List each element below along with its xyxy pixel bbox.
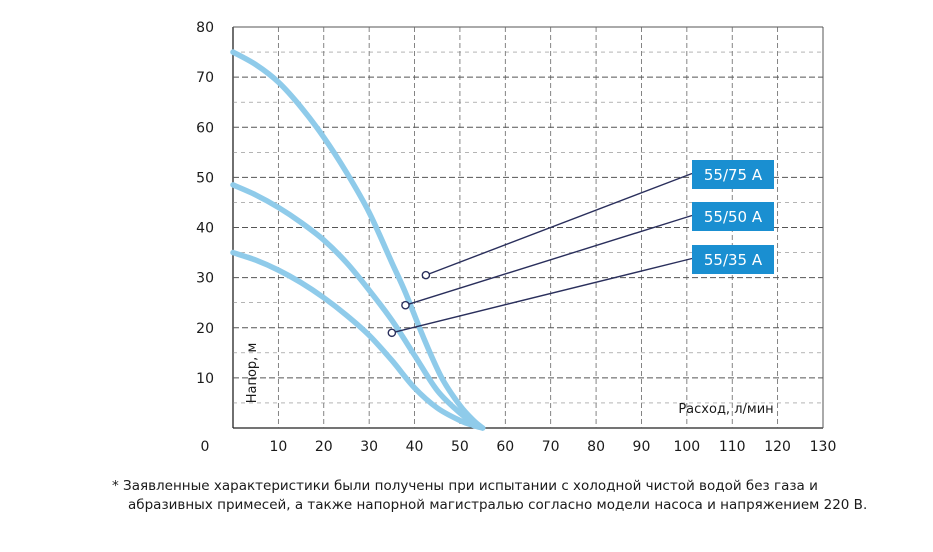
x-tick-label: 40 xyxy=(406,439,424,455)
series-marker xyxy=(421,270,431,280)
leader-line xyxy=(405,214,693,306)
x-tick-label: 20 xyxy=(315,439,333,455)
x-tick-label: 0 xyxy=(201,439,210,455)
y-tick-label: 40 xyxy=(196,221,214,237)
x-tick-label: 100 xyxy=(673,439,700,455)
footnote-line-1: * Заявленные характеристики были получен… xyxy=(112,478,818,494)
footnote: * Заявленные характеристики были получен… xyxy=(112,477,912,515)
x-axis-label: Расход, л/мин xyxy=(678,402,773,417)
chart-markers xyxy=(387,270,431,338)
legend-badge xyxy=(692,245,774,274)
legend-badge xyxy=(692,202,774,231)
chart-legend-badges: 55/75 A 55/50 A 55/35 A xyxy=(692,160,774,274)
x-tick-label: 30 xyxy=(360,439,378,455)
x-tick-label: 130 xyxy=(810,439,837,455)
legend-badge xyxy=(692,160,774,189)
x-tick-label: 50 xyxy=(451,439,469,455)
y-axis-label: Напор, м xyxy=(245,343,260,404)
chart-curves xyxy=(230,49,486,431)
x-tick-label: 120 xyxy=(764,439,791,455)
legend-badge-label: 55/75 A xyxy=(704,166,763,184)
y-tick-label: 50 xyxy=(196,170,214,186)
series-curve xyxy=(230,49,486,431)
y-tick-label: 10 xyxy=(196,371,214,387)
x-tick-label: 80 xyxy=(587,439,605,455)
legend-badge-label: 55/50 A xyxy=(704,208,763,226)
y-tick-label: 20 xyxy=(196,321,214,337)
x-tick-label: 110 xyxy=(719,439,746,455)
chart-tick-labels: 0 10 20 30 40 50 60 70 80 90 100 110 120 130102030405… xyxy=(196,20,836,455)
y-tick-label: 70 xyxy=(196,70,214,86)
x-tick-label: 10 xyxy=(269,439,287,455)
y-tick-label: 80 xyxy=(196,20,214,36)
performance-chart: 55/75 A 55/50 A 55/35 A 0 10 20 30 40 50 60 70 80 9… xyxy=(196,20,836,455)
series-curve xyxy=(230,249,486,431)
x-tick-label: 70 xyxy=(542,439,560,455)
y-tick-label: 60 xyxy=(196,120,214,136)
series-curve xyxy=(230,182,486,431)
leader-line xyxy=(391,257,693,334)
y-tick-label: 30 xyxy=(196,271,214,287)
chart-leader-lines xyxy=(391,172,693,334)
legend-badge-label: 55/35 A xyxy=(704,251,763,269)
series-marker xyxy=(401,300,410,310)
x-tick-label: 90 xyxy=(633,439,651,455)
series-marker xyxy=(387,328,397,338)
footnote-line-2: абразивных примесей, а также напорной ма… xyxy=(128,497,868,513)
x-tick-label: 60 xyxy=(496,439,514,455)
leader-line xyxy=(425,172,693,276)
